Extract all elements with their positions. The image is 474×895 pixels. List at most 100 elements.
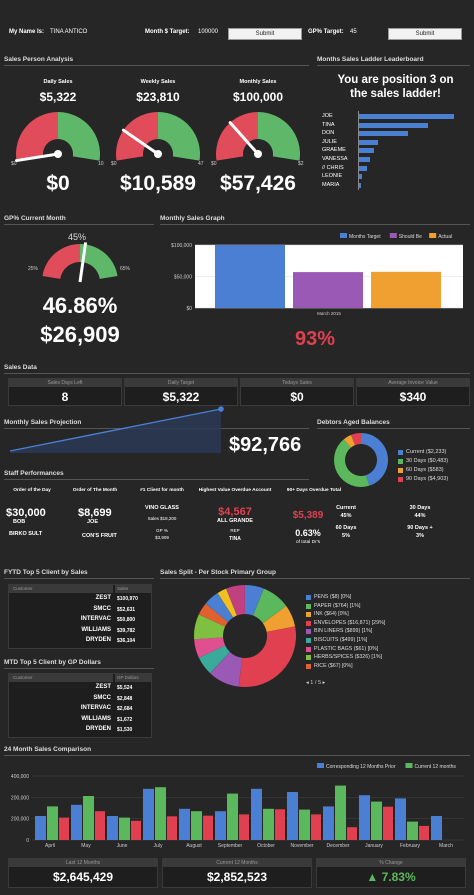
comparison-bar-red bbox=[203, 815, 213, 840]
debtors-slice bbox=[334, 439, 370, 487]
legend-swatch bbox=[429, 233, 437, 238]
total-box: % Change ▲ 7.83% bbox=[316, 858, 466, 888]
comparison-bar bbox=[35, 816, 46, 840]
gauge-dial bbox=[216, 112, 300, 161]
monthly-percent: 93% bbox=[294, 328, 336, 350]
ladder-axis bbox=[358, 111, 359, 191]
gauge-needle bbox=[228, 121, 260, 156]
staff-extra: BIRKO SULT bbox=[9, 531, 43, 537]
sales-data-header: Sales Data bbox=[4, 364, 37, 371]
total-box: Current 12 Months $2,852,523 bbox=[162, 858, 312, 888]
split-slice bbox=[198, 603, 229, 627]
legend-label: Months Target bbox=[349, 234, 381, 240]
debtor-stat-value: 3% bbox=[416, 533, 424, 539]
debtor-stat-label: 30 Days bbox=[409, 505, 431, 511]
staff-big: VINO GLASS bbox=[145, 505, 179, 511]
comparison-bar bbox=[215, 811, 226, 840]
gauge-max: 47 bbox=[198, 161, 204, 167]
staff-extra2: TINA bbox=[229, 536, 241, 542]
split-pager[interactable]: ◂ 1 / 5 ▸ bbox=[306, 680, 325, 686]
staff-big: $4,567 bbox=[218, 506, 252, 518]
divider bbox=[317, 65, 470, 66]
sales-data-label: Daily Target bbox=[125, 379, 237, 387]
ladder-name: LEONIE bbox=[322, 173, 343, 180]
projection-header: Monthly Sales Projection bbox=[4, 419, 82, 426]
comparison-bar bbox=[287, 792, 298, 840]
legend-label: PENS ($8) [0%] bbox=[314, 594, 352, 600]
gauge-title: Weekly Sales bbox=[140, 79, 176, 85]
submit-gp-target-button[interactable]: Submit bbox=[388, 28, 462, 40]
total-label: Last 12 Months bbox=[9, 859, 157, 867]
x-category-label: January bbox=[365, 843, 383, 849]
table-cell-customer: DRYDEN bbox=[85, 637, 111, 643]
staff-col-title: #1 Client for month bbox=[140, 488, 184, 493]
legend-swatch bbox=[306, 629, 311, 635]
gauge-needle bbox=[121, 128, 160, 156]
comparison-bar-red bbox=[419, 825, 429, 840]
table-cell-customer: ZEST bbox=[95, 595, 111, 601]
sales-data-box: Average Invoice Value $340 bbox=[356, 378, 470, 406]
divider bbox=[4, 373, 470, 374]
comparison-bar bbox=[143, 788, 154, 840]
staff-big: $30,000 bbox=[6, 507, 46, 519]
prev-icon[interactable]: ◂ bbox=[306, 680, 309, 686]
gauge-title: Daily Sales bbox=[43, 79, 73, 85]
divider bbox=[4, 224, 154, 225]
legend-label: BIN LINERS ($899) [1%] bbox=[314, 628, 373, 635]
split-slice bbox=[226, 585, 245, 616]
gauge-red-zone bbox=[116, 112, 158, 161]
gp-needle bbox=[78, 242, 88, 283]
x-category-label: April bbox=[45, 843, 55, 849]
gauge-target: $23,810 bbox=[136, 90, 180, 104]
table-cell-value: $50,800 bbox=[117, 617, 136, 623]
comparison-bar-red bbox=[131, 820, 141, 840]
table-col-header: Sales bbox=[115, 585, 152, 593]
split-slice bbox=[210, 652, 243, 687]
gauge-dial bbox=[15, 112, 100, 163]
sales-data-value: $5,322 bbox=[162, 390, 200, 404]
ladder-bar bbox=[359, 157, 371, 162]
x-category-label: February bbox=[400, 843, 421, 849]
split-slice bbox=[205, 592, 234, 622]
legend-swatch bbox=[306, 603, 311, 609]
name-label: My Name Is: bbox=[9, 29, 45, 35]
total-label: % Change bbox=[317, 859, 465, 867]
gauge-green-zone bbox=[158, 112, 200, 161]
x-category-label: June bbox=[117, 843, 128, 849]
legend-swatch bbox=[306, 663, 311, 669]
projection-value: $92,766 bbox=[229, 434, 302, 456]
comparison-bar-red bbox=[239, 814, 249, 840]
ladder-header: Months Sales Ladder Leaderboard bbox=[317, 56, 424, 63]
total-value: $2,645,429 bbox=[52, 870, 114, 884]
divider bbox=[160, 578, 470, 579]
pager-text: 1 / 5 bbox=[310, 680, 321, 686]
split-slice bbox=[194, 637, 226, 658]
gauge-min: $0 bbox=[11, 161, 17, 167]
y-tick-label: 200,000 bbox=[11, 795, 29, 801]
sales-data-value: 8 bbox=[61, 390, 69, 404]
month-target-value[interactable]: 100000 bbox=[198, 29, 219, 35]
legend-swatch bbox=[389, 233, 397, 238]
comparison-bar bbox=[107, 816, 118, 840]
staff-name: 0.63% bbox=[295, 528, 321, 538]
ladder-bar bbox=[359, 131, 409, 137]
comparison-bar bbox=[335, 785, 346, 840]
divider bbox=[4, 65, 309, 66]
divider bbox=[317, 428, 470, 429]
staff-header: Staff Performances bbox=[4, 470, 64, 477]
gp-mid-label: 45% bbox=[68, 232, 87, 242]
split-slice bbox=[262, 606, 296, 632]
ladder-bar bbox=[359, 139, 378, 145]
table-col-header: Customer bbox=[9, 674, 113, 682]
gp-green-zone bbox=[80, 244, 118, 279]
legend-swatch bbox=[317, 763, 324, 768]
ladder-name: DON bbox=[322, 130, 335, 137]
comparison-bar bbox=[359, 795, 370, 840]
staff-extra: GP % bbox=[156, 528, 168, 533]
table-box: Customer GP Dollars ZEST $5,524 SMCC $2,848 IN… bbox=[8, 673, 152, 738]
gp-target-value[interactable]: 45 bbox=[350, 29, 357, 35]
next-icon[interactable]: ▸ bbox=[322, 680, 326, 686]
submit-month-target-button[interactable]: Submit bbox=[228, 28, 302, 40]
table-cell-customer: DRYDEN bbox=[85, 726, 111, 732]
debtor-stat-value: 44% bbox=[414, 513, 426, 519]
